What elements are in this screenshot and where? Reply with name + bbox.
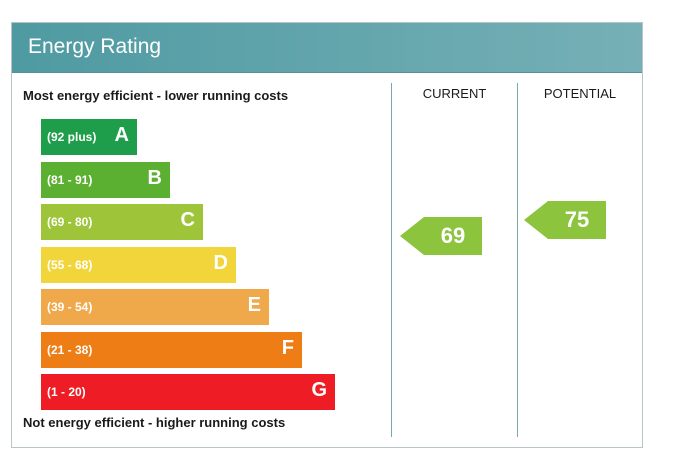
band-range-label: (1 - 20) (47, 385, 86, 399)
bottom-caption: Not energy efficient - higher running co… (23, 415, 286, 430)
band-a: (92 plus) A (41, 119, 137, 155)
panel-header: Energy Rating (12, 23, 642, 73)
band-c: (69 - 80) C (41, 204, 203, 240)
band-g: (1 - 20) G (41, 374, 335, 410)
band-b: (81 - 91) B (41, 161, 170, 198)
panel-title: Energy Rating (28, 35, 162, 58)
band-range-label: (81 - 91) (47, 172, 93, 187)
potential-column-header: POTENTIAL (543, 86, 617, 101)
band-range-label: (92 plus) (47, 130, 97, 144)
column-divider-left (391, 83, 392, 437)
band-d: (55 - 68) D (41, 246, 236, 283)
energy-rating-panel: Energy Rating Most energy efficient - lo… (11, 22, 643, 448)
current-arrow-shape (400, 217, 482, 255)
band-letter-label: E (247, 294, 261, 316)
band-letter-label: C (180, 209, 195, 231)
column-divider-right (517, 83, 518, 437)
band-range-label: (69 - 80) (47, 215, 93, 229)
band-letter-label: A (114, 124, 129, 146)
band-range-label: (39 - 54) (47, 300, 93, 314)
current-rating-arrow: 69 (400, 217, 482, 255)
potential-rating-arrow: 75 (524, 201, 606, 239)
potential-rating-value: 75 (564, 207, 590, 232)
current-column-header: CURRENT (422, 86, 487, 101)
band-letter-label: F (281, 336, 294, 359)
band-range-label: (21 - 38) (47, 342, 93, 357)
potential-arrow-shape (524, 201, 606, 239)
band-e: (39 - 54) E (41, 289, 269, 325)
band-range-label: (55 - 68) (47, 257, 93, 272)
top-caption: Most energy efficient - lower running co… (23, 88, 289, 103)
current-rating-value: 69 (440, 223, 466, 248)
band-letter-label: D (213, 251, 228, 274)
band-f: (21 - 38) F (41, 331, 302, 368)
band-letter-label: G (311, 379, 327, 401)
band-letter-label: B (147, 166, 162, 189)
